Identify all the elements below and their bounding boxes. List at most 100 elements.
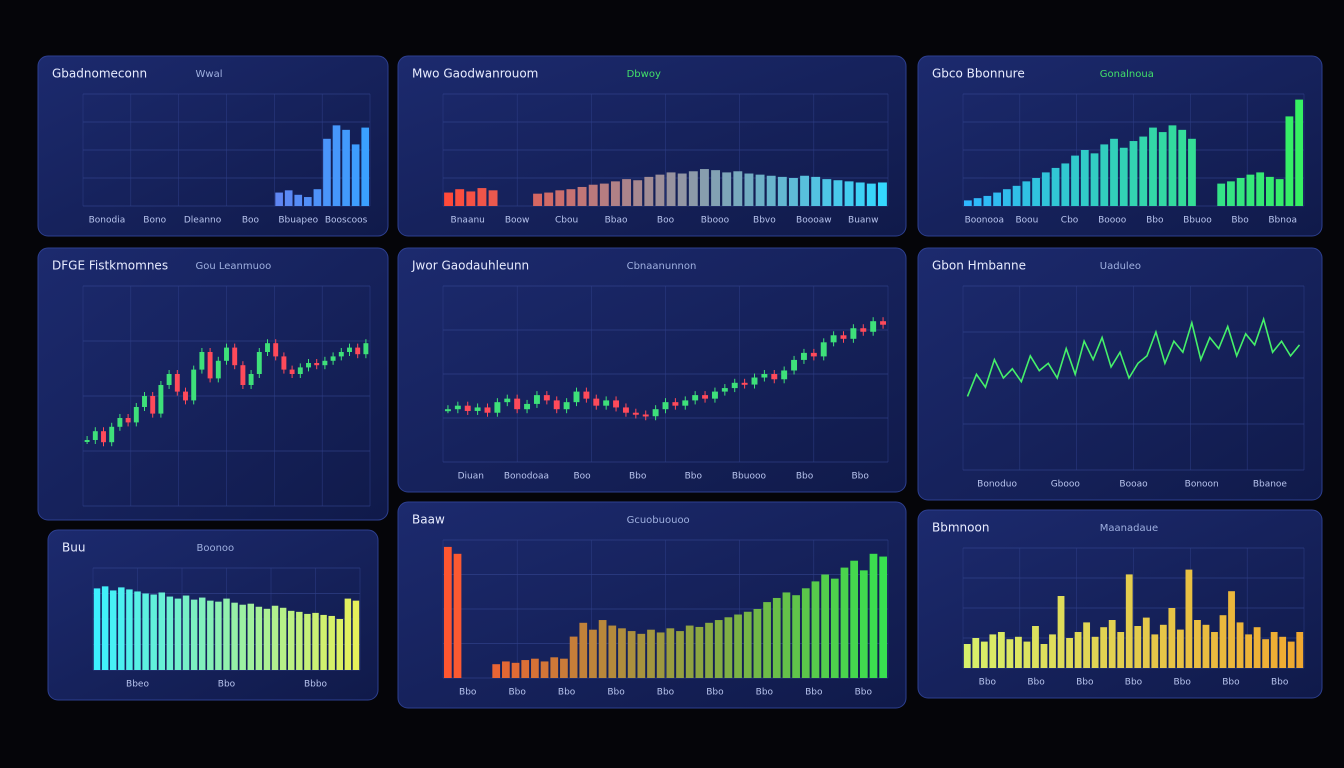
bar <box>126 589 133 670</box>
bar <box>1285 116 1294 206</box>
x-label: Bonodia <box>89 216 126 226</box>
bar <box>577 186 587 206</box>
candle <box>289 369 295 374</box>
candle <box>870 321 877 332</box>
panel-subtitle: Gonalnoua <box>1100 69 1154 80</box>
candle <box>880 321 887 325</box>
candle <box>444 409 451 412</box>
panel-title: Mwo Gaodwanrouom <box>412 67 538 81</box>
bar <box>166 596 174 670</box>
bar <box>1110 138 1118 206</box>
panel-subtitle: Maanadaue <box>1100 523 1158 534</box>
x-label: Cbo <box>1061 216 1079 226</box>
bar <box>566 189 576 206</box>
panel-subtitle: Wwal <box>196 69 223 80</box>
bar <box>352 600 360 670</box>
bar <box>608 625 617 678</box>
panel <box>917 509 1323 699</box>
bar <box>492 664 501 678</box>
candle <box>820 342 827 357</box>
x-label: Bbbo <box>304 680 328 690</box>
candle <box>265 343 270 352</box>
candle <box>543 395 550 401</box>
bar <box>150 594 157 670</box>
x-label: Bbo <box>1231 216 1249 226</box>
candle <box>731 382 738 389</box>
candle <box>553 400 560 410</box>
bar <box>284 190 293 206</box>
candle <box>583 391 590 399</box>
panel <box>37 55 389 237</box>
bar <box>223 598 230 670</box>
bar <box>1117 632 1125 668</box>
candle <box>347 347 352 352</box>
bar <box>1041 172 1050 206</box>
bar <box>1032 626 1039 668</box>
bar <box>647 629 655 678</box>
bar <box>101 586 109 670</box>
bar <box>688 171 698 206</box>
candle <box>454 405 461 410</box>
bar <box>1194 620 1201 668</box>
bar <box>1032 178 1040 206</box>
panel <box>397 247 907 493</box>
bar <box>755 174 765 206</box>
x-label: Bbo <box>558 688 576 698</box>
bar <box>555 190 565 206</box>
bar <box>801 588 810 678</box>
bar <box>821 574 829 678</box>
bar <box>983 195 992 206</box>
bar <box>859 570 868 678</box>
bar <box>1049 634 1056 668</box>
x-label: Bonodoaa <box>504 472 549 482</box>
x-label: Bbo <box>1076 678 1094 688</box>
bar <box>453 553 462 678</box>
panel-subtitle: Dbwoy <box>627 69 661 80</box>
x-label: Bnaanu <box>451 216 485 226</box>
bar <box>763 602 771 678</box>
candle <box>781 370 788 380</box>
bar <box>477 188 487 206</box>
candle <box>297 367 303 374</box>
bar <box>1262 639 1270 668</box>
bar <box>263 608 271 670</box>
bar <box>589 629 597 678</box>
bar <box>644 176 654 206</box>
bar <box>255 606 263 670</box>
panel-subtitle: Gou Leanmuoo <box>196 261 272 272</box>
bar <box>544 192 554 206</box>
candle <box>850 328 857 339</box>
bar <box>618 628 626 678</box>
candle <box>613 400 620 408</box>
bar <box>303 197 312 206</box>
bar <box>1061 163 1070 206</box>
candle <box>711 391 718 399</box>
bar <box>466 191 476 206</box>
x-label: Bbooo <box>701 216 730 226</box>
bar <box>320 614 327 670</box>
candle <box>174 374 180 392</box>
bar <box>533 193 543 206</box>
candle <box>474 407 481 411</box>
x-label: Boou <box>1015 216 1038 226</box>
bar <box>1080 150 1089 206</box>
bar <box>963 200 972 206</box>
bar <box>1246 174 1255 206</box>
x-label: Bbuoo <box>1183 216 1212 226</box>
candle <box>322 360 328 366</box>
panel <box>917 247 1323 501</box>
x-label: Bbo <box>218 680 236 690</box>
bar <box>972 638 980 668</box>
bar <box>705 622 713 678</box>
bar <box>1279 636 1287 668</box>
bar <box>997 632 1005 668</box>
bar <box>332 125 341 206</box>
candle <box>199 352 205 370</box>
candle <box>150 396 156 414</box>
bar <box>93 588 101 670</box>
bar <box>521 660 530 678</box>
bar <box>1227 181 1235 206</box>
bar <box>772 597 781 678</box>
bar <box>328 615 335 670</box>
x-label: Buanw <box>848 216 878 226</box>
